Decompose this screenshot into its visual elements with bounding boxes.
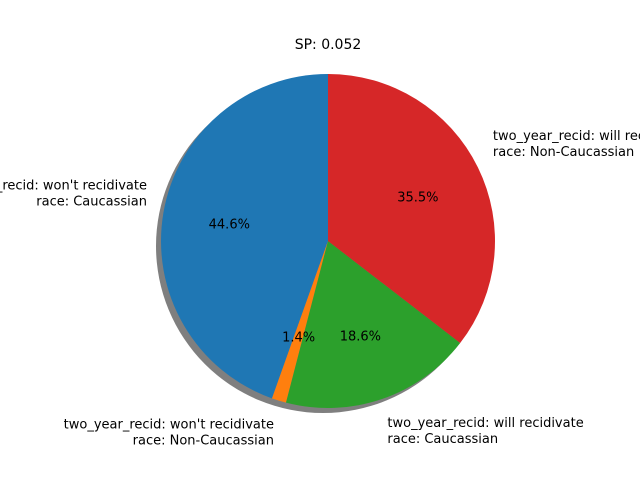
slice-label-line-two-year-recid-will-recidivate: two_year_recid: will recidivate	[493, 129, 640, 144]
pie-slice-2	[271, 241, 328, 403]
pie-slice-3	[286, 241, 461, 408]
chart-title: SP: 0.052	[295, 37, 362, 53]
slice-label-line-race-caucassian: race: Caucassian	[36, 195, 147, 210]
slice-percent-label: 1.4%	[282, 330, 315, 345]
slice-label-line-two-year-recid-won-t-recidivate: two_year_recid: won't recidivate	[0, 179, 147, 194]
pie-labels: 44.6%two_year_recid: won't recidivaterac…	[0, 129, 640, 449]
pie-slices	[161, 74, 495, 408]
pie-slice-1	[161, 74, 328, 399]
slice-label-line-two-year-recid-will-recidivate: two_year_recid: will recidivate	[387, 416, 583, 431]
slice-label-line-race-non-caucassian: race: Non-Caucassian	[493, 145, 634, 160]
slice-category-label: two_year_recid: won't recidivate race: No…	[64, 418, 274, 449]
slice-percent-label: 35.5%	[397, 190, 438, 205]
slice-label-line-race-non-caucassian: race: Non-Caucassian	[133, 434, 274, 449]
slice-label-line-two-year-recid-won-t-recidivate: two_year_recid: won't recidivate	[64, 418, 274, 433]
slice-category-label: two_year_recid: will recidivate race: Cau…	[387, 416, 583, 447]
slice-label-line-race-caucassian: race: Caucassian	[387, 432, 498, 447]
slice-percent-label: 44.6%	[209, 217, 250, 232]
pie-slice-4	[328, 74, 495, 344]
slice-percent-label: 18.6%	[340, 329, 381, 344]
